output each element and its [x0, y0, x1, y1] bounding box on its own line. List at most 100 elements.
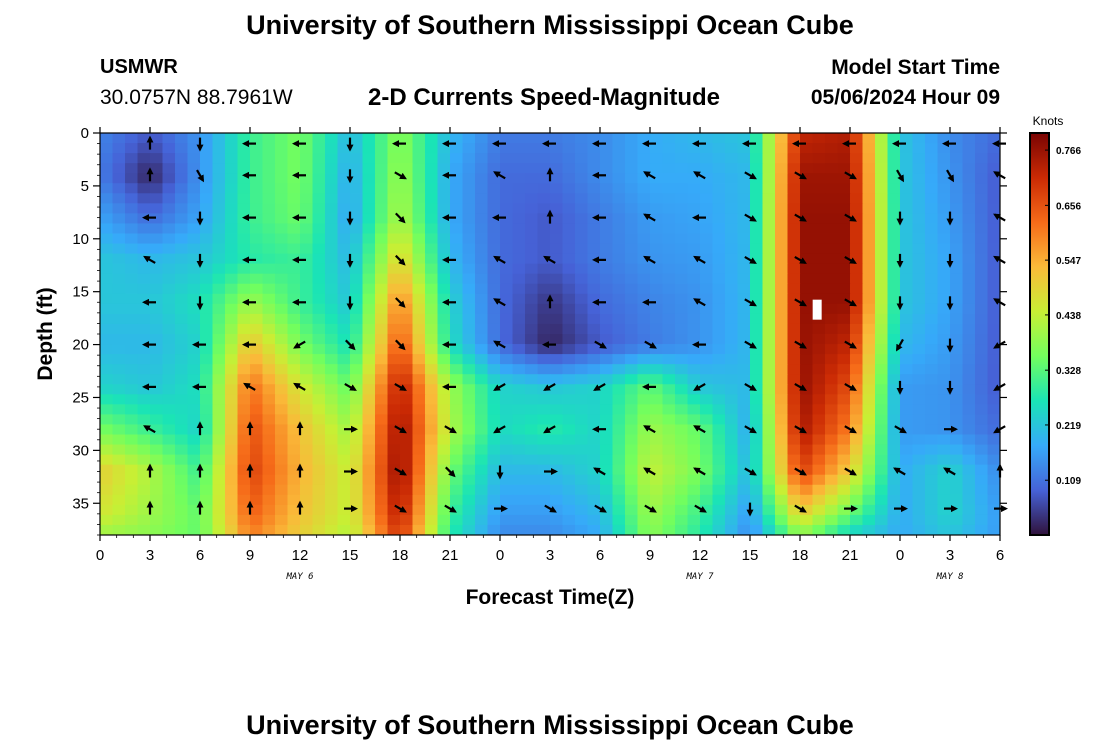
heatmap-cell [675, 384, 689, 395]
heatmap-cell [187, 424, 201, 436]
heatmap-cell [787, 253, 801, 265]
heatmap-cell [562, 273, 576, 285]
heatmap-cell [525, 313, 539, 325]
heatmap-cell [437, 444, 451, 456]
heatmap-cell [275, 344, 289, 355]
heatmap-cell [862, 474, 876, 486]
heatmap-cell [612, 173, 626, 184]
heatmap-cell [500, 524, 514, 535]
heatmap-cell [112, 313, 126, 325]
heatmap-cell [125, 293, 139, 305]
heatmap-cell [787, 414, 801, 426]
heatmap-cell [975, 384, 989, 395]
heatmap-cell [212, 163, 226, 174]
heatmap-cell [587, 394, 601, 405]
heatmap-cell [650, 494, 664, 506]
heatmap-cell [500, 283, 514, 295]
heatmap-cell [175, 163, 189, 174]
heatmap-cell [412, 364, 426, 375]
heatmap-cell [275, 253, 289, 265]
colorbar-gradient [1029, 132, 1050, 536]
heatmap-cell [150, 424, 164, 436]
heatmap-cell [862, 464, 876, 476]
heatmap-cell [650, 334, 664, 345]
heatmap-cell [100, 474, 114, 486]
heatmap-cell [125, 494, 139, 506]
heatmap-cell [587, 213, 601, 225]
heatmap-cell [612, 273, 626, 285]
heatmap-cell [962, 404, 976, 415]
heatmap-cell [112, 454, 126, 466]
heatmap-cell [400, 243, 414, 255]
heatmap-cell [375, 133, 389, 144]
heatmap-cell [100, 404, 114, 415]
heatmap-cell [412, 273, 426, 285]
heatmap-cell [487, 374, 501, 385]
heatmap-cell [250, 334, 264, 345]
heatmap-cell [887, 133, 901, 144]
heatmap-cell [625, 233, 639, 245]
heatmap-cell [950, 484, 964, 496]
heatmap-cell [462, 364, 476, 375]
heatmap-cell [175, 233, 189, 245]
heatmap-cell [900, 183, 914, 194]
heatmap-cell [375, 494, 389, 506]
heatmap-cell [762, 424, 776, 436]
heatmap-cell [262, 143, 276, 154]
date-label: MAY 7 [685, 572, 714, 582]
heatmap-cell [675, 153, 689, 164]
heatmap-cell [300, 444, 314, 456]
heatmap-cell [500, 263, 514, 275]
heatmap-cell [875, 293, 889, 305]
heatmap-cell [687, 153, 701, 164]
heatmap-cell [400, 404, 414, 415]
heatmap-cell [462, 173, 476, 184]
heatmap-cell [262, 173, 276, 184]
current-vector-arrow [543, 255, 556, 264]
heatmap-cell [312, 464, 326, 476]
heatmap-cell [125, 143, 139, 154]
heatmap-cell [662, 404, 676, 415]
heatmap-cell [750, 243, 764, 255]
heatmap-cell [437, 454, 451, 466]
heatmap-cell [450, 133, 464, 144]
heatmap-cell [450, 293, 464, 305]
heatmap-cell [225, 323, 239, 335]
heatmap-cell [925, 253, 939, 265]
heatmap-cell [625, 133, 639, 144]
heatmap-cell [137, 213, 151, 225]
heatmap-cell [387, 344, 401, 355]
heatmap-cell [287, 524, 301, 535]
heatmap-cell [312, 354, 326, 365]
heatmap-cell [225, 143, 239, 154]
heatmap-cell [725, 263, 739, 275]
heatmap-cell [962, 193, 976, 204]
heatmap-cell [550, 424, 564, 436]
heatmap-cell [425, 203, 439, 214]
heatmap-cell [112, 424, 126, 436]
current-vector-arrow [493, 255, 506, 264]
heatmap-cell [625, 524, 639, 535]
heatmap-cell [787, 193, 801, 204]
heatmap-cell [187, 414, 201, 426]
heatmap-cell [312, 494, 326, 506]
heatmap-cell [500, 364, 514, 375]
heatmap-cell [287, 243, 301, 255]
heatmap-cell [100, 354, 114, 365]
heatmap-cell [687, 484, 701, 496]
heatmap-cell [625, 334, 639, 345]
current-vector-arrow [493, 425, 506, 434]
heatmap-cell [250, 203, 264, 214]
heatmap-cell [312, 454, 326, 466]
heatmap-cell [875, 153, 889, 164]
heatmap-cell [637, 434, 651, 446]
heatmap-cell [700, 183, 714, 194]
heatmap-cell [237, 233, 251, 245]
heatmap-cell [812, 133, 826, 144]
heatmap-cell [600, 494, 614, 506]
heatmap-cell [350, 484, 364, 496]
heatmap-cell [450, 434, 464, 446]
x-tick-label: 0 [896, 547, 904, 564]
heatmap-cell [987, 223, 1000, 235]
heatmap-cell [812, 203, 826, 214]
